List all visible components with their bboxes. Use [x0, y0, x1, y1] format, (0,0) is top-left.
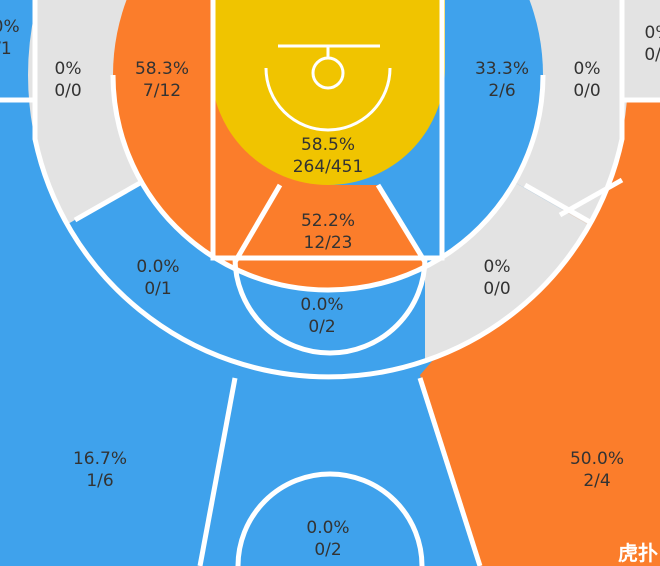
zone-made-att: 2/4: [583, 471, 610, 491]
zone-pct: 58.3%: [135, 59, 189, 79]
zone-made-att: 0/2: [314, 540, 341, 560]
zone-pct: 0.0%: [300, 295, 343, 315]
zone-right-wing-three: [420, 100, 660, 566]
zone-made-att: 7/12: [143, 81, 181, 101]
zone-pct: 58.5%: [301, 135, 355, 155]
zone-made-att: 0/0: [644, 45, 660, 65]
center-circle: [235, 471, 425, 566]
three-point-line: [32, 0, 625, 380]
zone-made-att: 2/6: [488, 81, 515, 101]
mid-range-arc: [110, 74, 546, 293]
zone-divider: [232, 183, 283, 264]
zone-pct: 0%: [645, 23, 660, 43]
zone-made-att: 1/6: [86, 471, 113, 491]
zone-divider: [197, 377, 238, 566]
zone-made-att: 0/2: [308, 317, 335, 337]
zone-divider: [417, 377, 483, 566]
zone-made-att: 264/451: [293, 157, 364, 177]
zone-made-att: 0/0: [54, 81, 81, 101]
free-throw-circle: [232, 257, 428, 356]
zone-made-att: 0/1: [144, 279, 171, 299]
watermark-logo: 虎扑: [618, 541, 658, 565]
zone-made-att: 0/0: [483, 279, 510, 299]
zone-made-att: 0/0: [573, 81, 600, 101]
zone-pct: 0.0%: [0, 17, 20, 37]
zone-pct: 0%: [574, 59, 601, 79]
zone-right-corner-three: [622, 0, 660, 100]
zone-pct: 0.0%: [136, 257, 179, 277]
zone-divider: [523, 182, 592, 225]
zone-pct: 0.0%: [306, 518, 349, 538]
zone-made-att: 12/23: [304, 233, 353, 253]
zone-divider: [375, 183, 428, 264]
zone-made-att: 0/1: [0, 39, 12, 59]
zone-pct: 33.3%: [475, 59, 529, 79]
zone-pct: 0%: [55, 59, 82, 79]
zone-pct: 52.2%: [301, 211, 355, 231]
zone-paint-mid: [235, 185, 425, 290]
zone-restricted-area: [211, 0, 445, 185]
paint-lane: [210, 0, 445, 261]
zone-divider: [73, 180, 142, 223]
zone-pct: 50.0%: [570, 449, 624, 469]
zone-pct: 16.7%: [73, 449, 127, 469]
basket-icon: [264, 44, 392, 132]
zone-pct: 0%: [484, 257, 511, 277]
